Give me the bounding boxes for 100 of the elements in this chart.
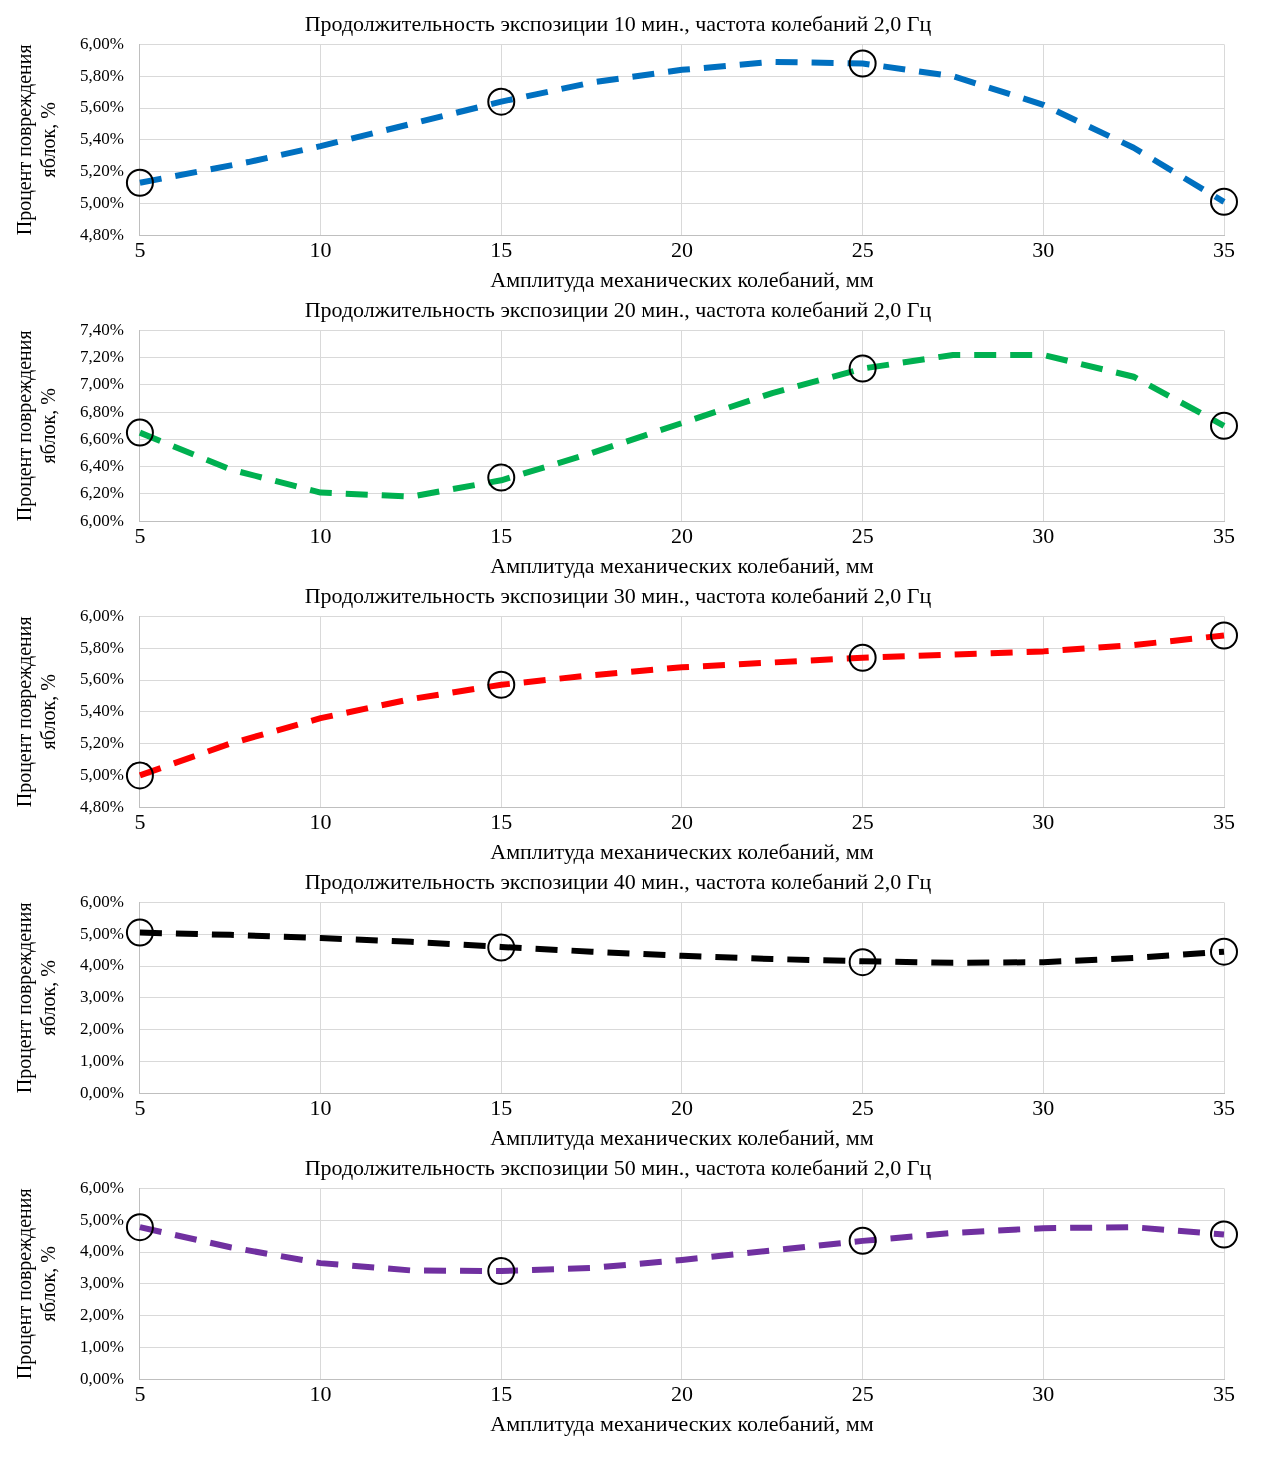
y-tick-label: 5,80% (79, 637, 124, 657)
x-axis-title: Амплитуда механических колебаний, мм (490, 1410, 874, 1436)
y-tick-label: 7,00% (79, 374, 124, 394)
x-tick-label: 35 (1213, 809, 1235, 835)
x-axis-title: Амплитуда механических колебаний, мм (490, 1124, 874, 1150)
point (487, 933, 516, 962)
x-tick-label: 30 (1032, 237, 1055, 263)
x-tick-label: 25 (851, 1095, 874, 1121)
x-tick-label: 30 (1032, 809, 1055, 835)
y-tick-label: 5,20% (79, 733, 124, 753)
x-axis-title: Амплитуда механических колебаний, мм (490, 552, 874, 578)
point (1210, 411, 1238, 440)
y-axis-title: Процент повреждения яблок, % (13, 44, 60, 236)
y-tick-label: 2,00% (79, 1305, 124, 1325)
x-tick-label: 5 (134, 237, 146, 263)
x-tick-label: 25 (851, 1381, 874, 1407)
x-tick-label: 15 (490, 1095, 513, 1121)
x-tick-label: 15 (490, 809, 513, 835)
y-tick-label: 5,40% (79, 701, 124, 721)
point (125, 1213, 154, 1242)
chart-title: Продолжительность экспозиции 20 мин., частота колебаний 2,0 Гц (304, 296, 932, 322)
point (487, 1257, 516, 1286)
x-tick-label: 25 (851, 523, 874, 549)
y-tick-label: 6,80% (79, 401, 124, 421)
x-tick-label: 20 (670, 809, 693, 835)
chart-title: Продолжительность экспозиции 10 мин., частота колебаний 2,0 Гц (304, 10, 932, 36)
y-tick-label: 6,00% (79, 510, 124, 530)
y-tick-label: 7,40% (79, 319, 124, 339)
point (487, 670, 516, 699)
x-tick-label: 10 (309, 237, 332, 263)
point (125, 418, 154, 447)
y-tick-label: 4,80% (79, 224, 124, 244)
y-tick-label: 5,20% (79, 161, 124, 181)
x-tick-label: 35 (1213, 1095, 1235, 1121)
point (848, 49, 877, 78)
x-tick-label: 30 (1032, 523, 1055, 549)
x-tick-label: 35 (1213, 237, 1235, 263)
point (848, 1226, 877, 1255)
x-tick-label: 10 (309, 1095, 332, 1121)
x-tick-label: 20 (670, 523, 693, 549)
point (1210, 1220, 1238, 1249)
x-tick-label: 10 (309, 809, 332, 835)
point (848, 948, 877, 977)
point (1210, 621, 1238, 650)
point (1210, 187, 1238, 216)
point (848, 354, 877, 383)
y-tick-label: 5,60% (79, 669, 124, 689)
x-tick-label: 15 (490, 523, 513, 549)
y-tick-label: 7,20% (79, 347, 124, 367)
x-tick-label: 35 (1213, 1381, 1235, 1407)
chart-title: Продолжительность экспозиции 30 мин., частота колебаний 2,0 Гц (304, 582, 932, 608)
x-axis-title: Амплитуда механических колебаний, мм (490, 266, 874, 292)
y-tick-label: 5,00% (79, 192, 124, 212)
y-tick-label: 4,80% (79, 796, 124, 816)
x-tick-label: 15 (490, 237, 513, 263)
x-tick-label: 20 (670, 1095, 693, 1121)
y-axis-title: Процент повреждения яблок, % (13, 330, 60, 522)
y-tick-label: 6,20% (79, 483, 124, 503)
y-tick-label: 5,80% (79, 65, 124, 85)
x-tick-label: 20 (670, 237, 693, 263)
point (125, 168, 154, 197)
y-axis-title: Процент повреждения яблок, % (13, 1188, 60, 1380)
y-tick-label: 6,00% (79, 605, 124, 625)
y-tick-label: 5,00% (79, 923, 124, 943)
point (848, 643, 877, 672)
y-tick-label: 4,00% (79, 1241, 124, 1261)
x-tick-label: 15 (490, 1381, 513, 1407)
y-tick-label: 6,00% (79, 33, 124, 53)
y-tick-label: 5,40% (79, 129, 124, 149)
y-tick-label: 6,00% (79, 1177, 124, 1197)
x-tick-label: 5 (134, 1381, 146, 1407)
y-tick-label: 1,00% (79, 1050, 124, 1070)
x-tick-label: 5 (134, 523, 146, 549)
x-tick-label: 35 (1213, 523, 1235, 549)
x-tick-label: 5 (134, 809, 146, 835)
point (125, 918, 154, 947)
x-tick-label: 25 (851, 809, 874, 835)
y-tick-label: 4,00% (79, 955, 124, 975)
y-axis-title: Процент повреждения яблок, % (13, 616, 60, 808)
y-tick-label: 3,00% (79, 1273, 124, 1293)
y-tick-label: 6,40% (79, 456, 124, 476)
y-tick-label: 6,00% (79, 891, 124, 911)
y-tick-label: 5,00% (79, 1209, 124, 1229)
x-tick-label: 20 (670, 1381, 693, 1407)
y-tick-label: 2,00% (79, 1019, 124, 1039)
x-tick-label: 5 (134, 1095, 146, 1121)
y-tick-label: 0,00% (79, 1082, 124, 1102)
chart-title: Продолжительность экспозиции 40 мин., частота колебаний 2,0 Гц (304, 868, 932, 894)
chart-title: Продолжительность экспозиции 50 мин., частота колебаний 2,0 Гц (304, 1154, 932, 1180)
y-tick-label: 0,00% (79, 1368, 124, 1388)
y-tick-label: 5,60% (79, 97, 124, 117)
y-tick-label: 3,00% (79, 987, 124, 1007)
y-tick-label: 5,00% (79, 764, 124, 784)
point (1210, 937, 1238, 966)
y-tick-label: 1,00% (79, 1336, 124, 1356)
x-tick-label: 10 (309, 523, 332, 549)
y-axis-title: Процент повреждения яблок, % (13, 902, 60, 1094)
x-tick-label: 25 (851, 237, 874, 263)
x-tick-label: 10 (309, 1381, 332, 1407)
point (125, 761, 154, 790)
